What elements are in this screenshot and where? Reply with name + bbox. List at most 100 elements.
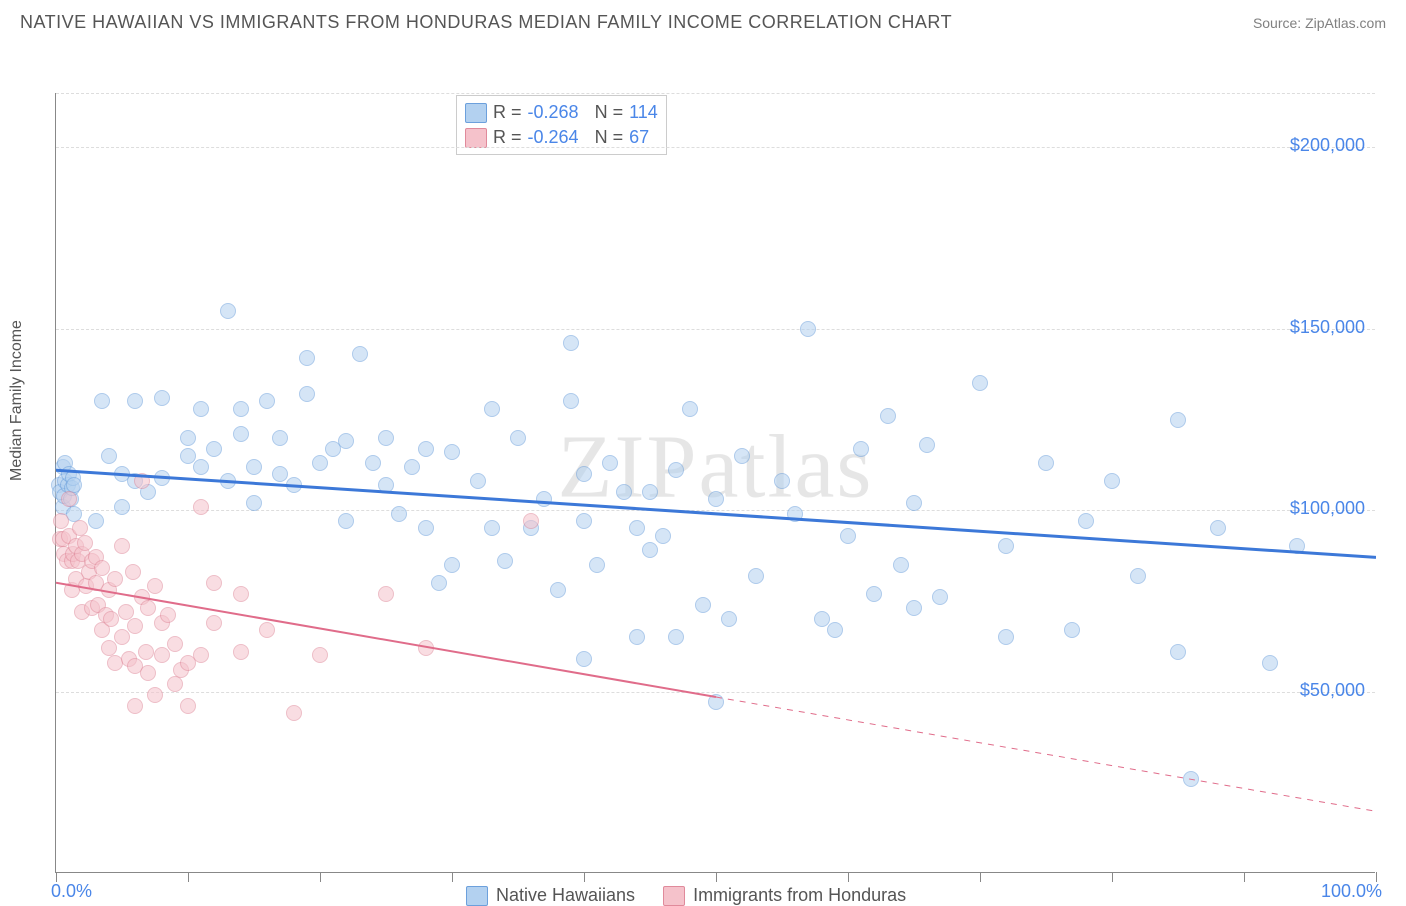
- scatter-point: [840, 528, 856, 544]
- scatter-point: [127, 393, 143, 409]
- scatter-point: [418, 640, 434, 656]
- x-tick: [716, 872, 717, 882]
- scatter-point: [642, 484, 658, 500]
- scatter-point: [53, 513, 69, 529]
- scatter-point: [1210, 520, 1226, 536]
- scatter-point: [866, 586, 882, 602]
- legend-series-label: Native Hawaiians: [496, 885, 635, 906]
- scatter-point: [655, 528, 671, 544]
- scatter-point: [576, 513, 592, 529]
- scatter-point: [880, 408, 896, 424]
- scatter-point: [378, 586, 394, 602]
- scatter-point: [748, 568, 764, 584]
- scatter-point: [154, 470, 170, 486]
- scatter-point: [1064, 622, 1080, 638]
- scatter-point: [378, 430, 394, 446]
- scatter-point: [576, 466, 592, 482]
- legend-swatch: [466, 886, 488, 906]
- scatter-point: [154, 390, 170, 406]
- scatter-point: [193, 647, 209, 663]
- x-tick: [848, 872, 849, 882]
- scatter-point: [932, 589, 948, 605]
- gridline: [56, 692, 1375, 693]
- scatter-point: [312, 455, 328, 471]
- x-tick: [452, 872, 453, 882]
- scatter-point: [246, 459, 262, 475]
- scatter-point: [404, 459, 420, 475]
- scatter-point: [127, 618, 143, 634]
- scatter-point: [167, 636, 183, 652]
- scatter-point: [114, 538, 130, 554]
- scatter-point: [998, 538, 1014, 554]
- scatter-point: [642, 542, 658, 558]
- scatter-point: [906, 600, 922, 616]
- scatter-point: [602, 455, 618, 471]
- scatter-point: [246, 495, 262, 511]
- scatter-point: [1262, 655, 1278, 671]
- scatter-point: [695, 597, 711, 613]
- scatter-point: [1038, 455, 1054, 471]
- scatter-point: [312, 647, 328, 663]
- scatter-point: [787, 506, 803, 522]
- scatter-point: [233, 644, 249, 660]
- scatter-point: [206, 575, 222, 591]
- scatter-point: [1183, 771, 1199, 787]
- scatter-point: [299, 386, 315, 402]
- scatter-point: [147, 578, 163, 594]
- x-tick: [980, 872, 981, 882]
- scatter-point: [721, 611, 737, 627]
- x-tick: [584, 872, 585, 882]
- scatter-point: [118, 604, 134, 620]
- scatter-point: [61, 491, 77, 507]
- legend-series-item: Immigrants from Honduras: [663, 885, 906, 906]
- scatter-point: [484, 401, 500, 417]
- x-tick: [188, 872, 189, 882]
- gridline: [56, 329, 1375, 330]
- scatter-point: [352, 346, 368, 362]
- legend-r-label: R =: [493, 102, 522, 123]
- scatter-point: [134, 473, 150, 489]
- scatter-point: [1170, 644, 1186, 660]
- scatter-point: [107, 571, 123, 587]
- scatter-point: [893, 557, 909, 573]
- legend-series-item: Native Hawaiians: [466, 885, 635, 906]
- scatter-point: [233, 426, 249, 442]
- legend-r-value: -0.264: [528, 127, 579, 148]
- scatter-point: [629, 629, 645, 645]
- chart-plot-area: ZIPatlas R = -0.268 N = 114R = -0.264 N …: [55, 93, 1375, 873]
- scatter-point: [629, 520, 645, 536]
- scatter-point: [668, 462, 684, 478]
- scatter-point: [668, 629, 684, 645]
- scatter-point: [470, 473, 486, 489]
- scatter-point: [418, 441, 434, 457]
- scatter-point: [682, 401, 698, 417]
- scatter-point: [576, 651, 592, 667]
- legend-series-label: Immigrants from Honduras: [693, 885, 906, 906]
- scatter-point: [734, 448, 750, 464]
- legend-swatch: [465, 103, 487, 123]
- scatter-point: [418, 520, 434, 536]
- scatter-point: [127, 698, 143, 714]
- legend-correlation-row: R = -0.268 N = 114: [465, 100, 658, 125]
- scatter-point: [114, 629, 130, 645]
- scatter-point: [259, 393, 275, 409]
- scatter-point: [94, 393, 110, 409]
- gridline: [56, 147, 1375, 148]
- scatter-point: [180, 698, 196, 714]
- scatter-point: [827, 622, 843, 638]
- scatter-point: [998, 629, 1014, 645]
- scatter-point: [160, 607, 176, 623]
- chart-header: NATIVE HAWAIIAN VS IMMIGRANTS FROM HONDU…: [0, 0, 1406, 41]
- scatter-point: [1104, 473, 1120, 489]
- scatter-point: [338, 513, 354, 529]
- scatter-point: [77, 535, 93, 551]
- scatter-point: [708, 491, 724, 507]
- x-tick: [1112, 872, 1113, 882]
- scatter-point: [88, 513, 104, 529]
- scatter-point: [193, 459, 209, 475]
- scatter-point: [1130, 568, 1146, 584]
- scatter-point: [299, 350, 315, 366]
- scatter-point: [708, 694, 724, 710]
- scatter-point: [140, 665, 156, 681]
- scatter-point: [259, 622, 275, 638]
